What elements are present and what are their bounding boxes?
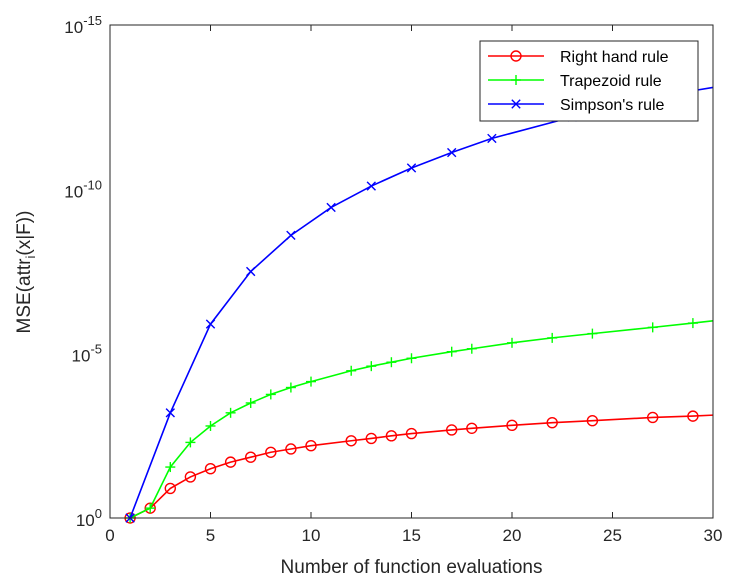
data-point: [327, 203, 335, 211]
series-line-2: [130, 87, 713, 518]
data-point: [648, 322, 658, 332]
x-tick-labels: 0 5 10 15 20 25 30: [105, 526, 722, 545]
data-point: [247, 267, 255, 275]
data-point: [246, 398, 256, 408]
x-tick-label: 10: [302, 526, 321, 545]
x-tick-label: 20: [503, 526, 522, 545]
legend-label: Right hand rule: [560, 49, 669, 66]
data-point: [688, 318, 698, 328]
data-point: [547, 333, 557, 343]
data-point: [407, 353, 417, 363]
data-point: [346, 366, 356, 376]
series-0: [125, 411, 713, 523]
data-point: [286, 383, 296, 393]
data-point: [587, 329, 597, 339]
data-point: [266, 389, 276, 399]
x-tick-label: 25: [603, 526, 622, 545]
y-tick-label: 10-15: [64, 13, 102, 37]
y-tick-label: 10-10: [64, 177, 102, 201]
data-point: [287, 231, 295, 239]
data-point: [166, 409, 174, 417]
y-tick-label: 100: [76, 506, 102, 530]
x-axis-label: Number of function evaluations: [281, 557, 543, 578]
x-tick-label: 15: [402, 526, 421, 545]
data-point: [386, 357, 396, 367]
data-point: [367, 182, 375, 190]
y-axis-label-base: MSE(attr: [14, 258, 35, 334]
legend-label: Trapezoid rule: [560, 73, 662, 90]
y-tick-labels: 100 10-5 10-10 10-15: [64, 13, 102, 530]
data-point: [226, 408, 236, 418]
y-tick-label: 10-5: [72, 342, 102, 366]
data-point: [447, 347, 457, 357]
data-point: [206, 320, 214, 328]
data-point: [448, 148, 456, 156]
x-tick-label: 0: [105, 526, 114, 545]
data-point: [366, 361, 376, 371]
series-2: [126, 87, 713, 523]
data-point: [507, 338, 517, 348]
data-point: [467, 344, 477, 354]
series-line-0: [130, 415, 713, 518]
series-1: [125, 318, 713, 523]
x-tick-label: 5: [206, 526, 215, 545]
y-axis-label: MSE(attri(x|F)): [14, 211, 38, 334]
data-point: [407, 164, 415, 172]
y-axis-label-tail: (x|F)): [14, 211, 35, 256]
x-tick-label: 30: [704, 526, 723, 545]
legend-label: Simpson's rule: [560, 97, 665, 114]
data-point: [306, 377, 316, 387]
legend: Right hand rule Trapezoid rule Simpson's r…: [480, 41, 698, 121]
